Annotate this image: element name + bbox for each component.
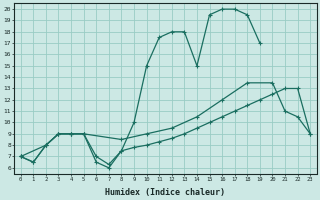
X-axis label: Humidex (Indice chaleur): Humidex (Indice chaleur) bbox=[106, 188, 226, 197]
